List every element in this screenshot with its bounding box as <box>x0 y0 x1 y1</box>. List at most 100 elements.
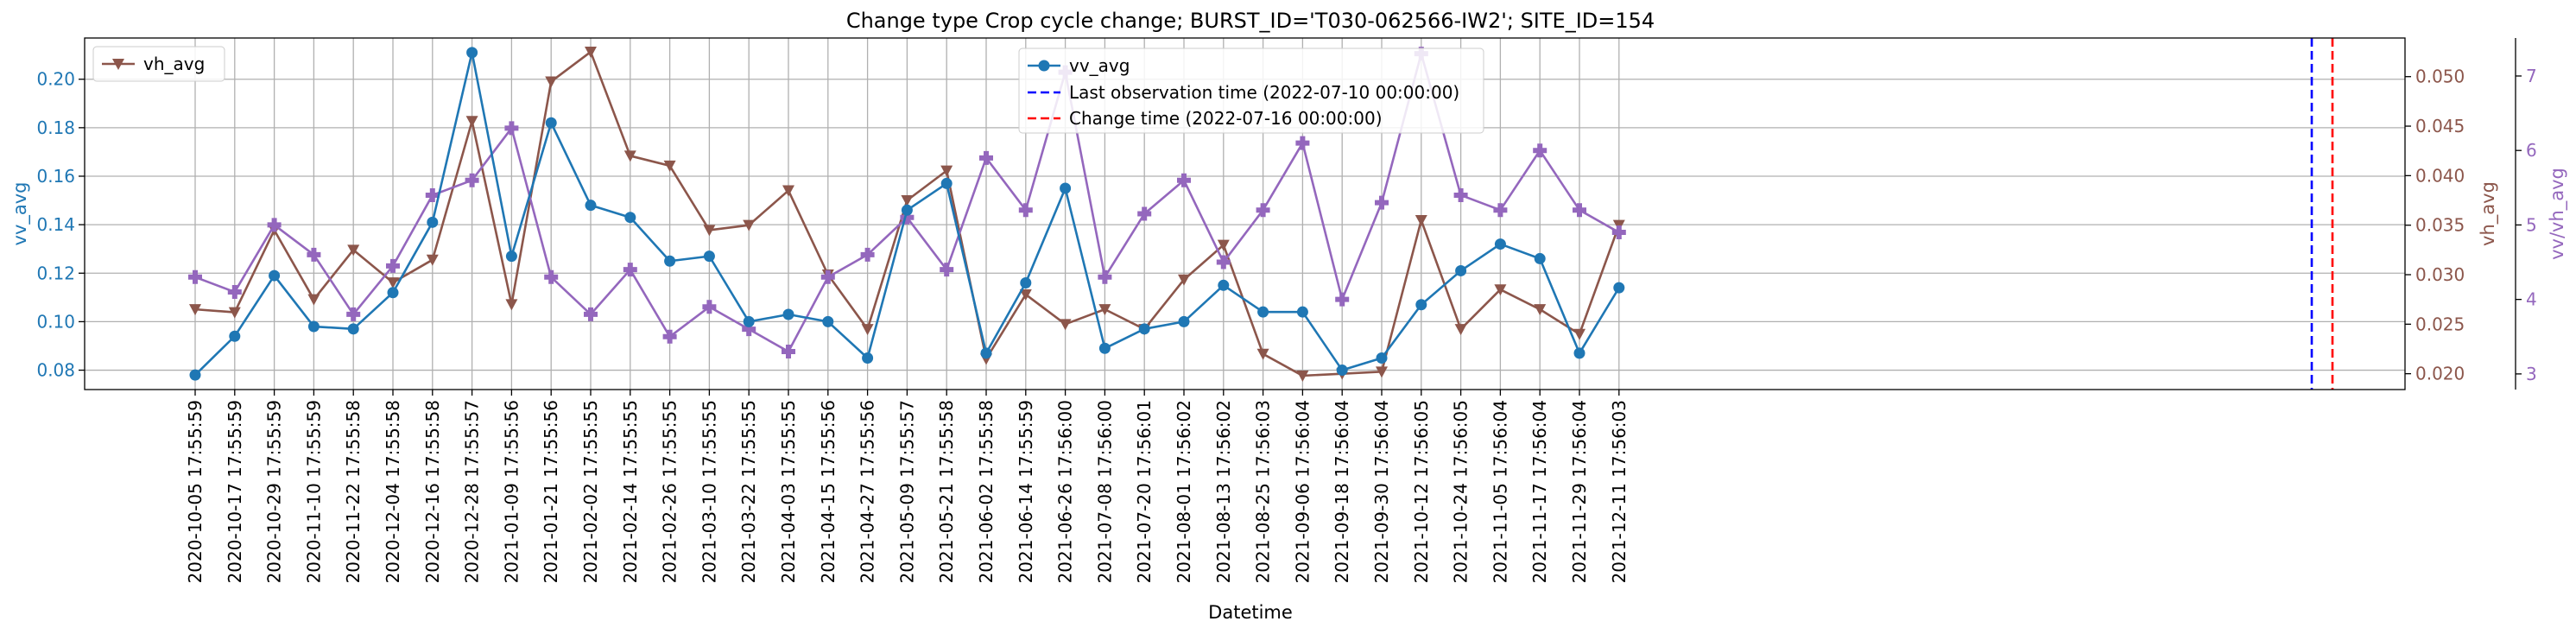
legend-label-last-observation: Last observation time (2022-07-10 00:00:… <box>1069 82 1459 103</box>
data-point <box>347 323 359 335</box>
data-point <box>623 150 636 162</box>
data-point <box>307 294 320 306</box>
data-point <box>504 121 519 136</box>
data-point <box>1494 284 1507 296</box>
data-point <box>1533 143 1547 158</box>
x-tick-label: 2021-09-30 17:56:04 <box>1371 400 1392 583</box>
x-tick-label: 2021-06-26 17:56:00 <box>1055 400 1076 583</box>
plot-frame <box>84 37 2406 390</box>
data-point <box>1138 323 1150 335</box>
data-point <box>1453 187 1468 202</box>
y-tick-label-right2: 4 <box>2526 289 2537 310</box>
data-point <box>1336 365 1348 377</box>
data-point <box>1573 203 1586 218</box>
data-point <box>1098 342 1111 354</box>
data-point <box>703 225 716 237</box>
data-point <box>229 330 241 342</box>
data-point <box>1218 279 1230 291</box>
data-point <box>465 173 479 187</box>
data-point <box>1178 274 1190 286</box>
data-point <box>1216 255 1231 269</box>
y-tick-label-left: 0.18 <box>36 117 75 138</box>
data-point <box>347 244 360 257</box>
y-tick-label-left: 0.20 <box>36 69 75 90</box>
data-point <box>860 247 875 262</box>
data-point <box>623 263 637 277</box>
x-tick-label: 2021-05-09 17:55:57 <box>896 400 917 583</box>
data-point <box>346 307 361 321</box>
data-point <box>1038 60 1050 72</box>
data-point <box>1295 136 1310 150</box>
y-tick-label-left: 0.08 <box>36 360 75 381</box>
data-point <box>940 263 954 277</box>
data-point <box>1493 203 1508 218</box>
legend-box-left <box>92 46 225 82</box>
data-point <box>1534 304 1547 316</box>
data-point <box>426 254 439 266</box>
x-tick-label: 2021-09-06 17:56:04 <box>1292 400 1313 583</box>
x-tick-label: 2020-10-05 17:55:59 <box>185 400 206 583</box>
y-tick-label-right2: 6 <box>2526 140 2537 161</box>
x-tick-label: 2021-11-29 17:56:04 <box>1569 400 1590 583</box>
data-point <box>1335 292 1350 307</box>
y-tick-label-left: 0.12 <box>36 263 75 283</box>
data-point <box>545 117 557 129</box>
data-point <box>425 187 440 202</box>
x-tick-label: 2021-07-20 17:56:01 <box>1134 400 1155 583</box>
y-tick-label-right2: 3 <box>2526 364 2537 384</box>
legend-label-change-time: Change time (2022-07-16 00:00:00) <box>1069 108 1383 129</box>
x-tick-label: 2021-04-27 17:55:56 <box>858 400 878 583</box>
data-point <box>900 210 915 225</box>
data-point <box>782 345 795 359</box>
y-tick-label-left: 0.10 <box>36 311 75 332</box>
data-point <box>1020 276 1032 288</box>
data-point <box>1217 239 1230 251</box>
x-tick-label: 2021-06-14 17:55:59 <box>1016 400 1036 583</box>
legend-label-vh-avg: vh_avg <box>143 54 205 74</box>
data-point <box>940 177 953 189</box>
y-tick-label-right1: 0.050 <box>2415 67 2465 87</box>
data-point <box>901 195 914 207</box>
x-tick-label: 2021-10-12 17:56:05 <box>1411 400 1432 583</box>
y-tick-label-right1: 0.035 <box>2415 215 2465 236</box>
data-point <box>1098 304 1111 316</box>
vline-layer <box>2310 38 2334 390</box>
data-point <box>466 47 478 59</box>
data-point <box>1019 288 1032 301</box>
data-point <box>1375 195 1389 210</box>
axes-layer: 2020-10-05 17:55:59 2020-10-17 17:55:59 20… <box>9 38 2568 583</box>
data-point <box>1494 238 1506 250</box>
x-tick-label: 2021-04-03 17:55:55 <box>778 400 799 583</box>
data-point <box>1376 366 1388 378</box>
x-tick-label: 2020-11-22 17:55:58 <box>343 400 364 583</box>
x-tick-label: 2021-02-14 17:55:55 <box>620 400 641 583</box>
data-point <box>267 218 282 232</box>
y-tick-label-left: 0.16 <box>36 166 75 187</box>
x-tick-label: 2021-01-09 17:55:56 <box>501 400 522 583</box>
x-tick-label: 2021-07-08 17:56:00 <box>1094 400 1115 583</box>
data-point <box>1137 206 1152 221</box>
y-tick-label-left: 0.14 <box>36 214 75 235</box>
x-tick-label: 2021-10-24 17:56:05 <box>1451 400 1472 583</box>
data-point <box>782 185 794 197</box>
data-point <box>585 47 597 59</box>
data-point <box>1296 370 1309 382</box>
y-tick-label-right1: 0.030 <box>2415 264 2465 285</box>
data-point <box>1573 328 1585 340</box>
x-tick-label: 2021-08-13 17:56:02 <box>1213 400 1234 583</box>
data-point <box>1178 315 1190 327</box>
data-point <box>505 299 518 311</box>
x-tick-label: 2021-02-02 17:55:55 <box>580 400 601 583</box>
y-tick-label-right1: 0.045 <box>2415 116 2465 136</box>
data-point <box>188 269 202 284</box>
x-tick-label: 2021-04-15 17:55:56 <box>818 400 839 583</box>
x-tick-label: 2021-09-18 17:56:04 <box>1332 400 1352 583</box>
data-point <box>1257 306 1269 318</box>
y-tick-label-right2: 7 <box>2526 66 2537 86</box>
data-point <box>1256 203 1270 218</box>
data-point <box>585 200 597 212</box>
x-tick-label: 2021-02-26 17:55:55 <box>660 400 680 583</box>
data-point <box>545 76 558 88</box>
data-point <box>1376 352 1388 365</box>
